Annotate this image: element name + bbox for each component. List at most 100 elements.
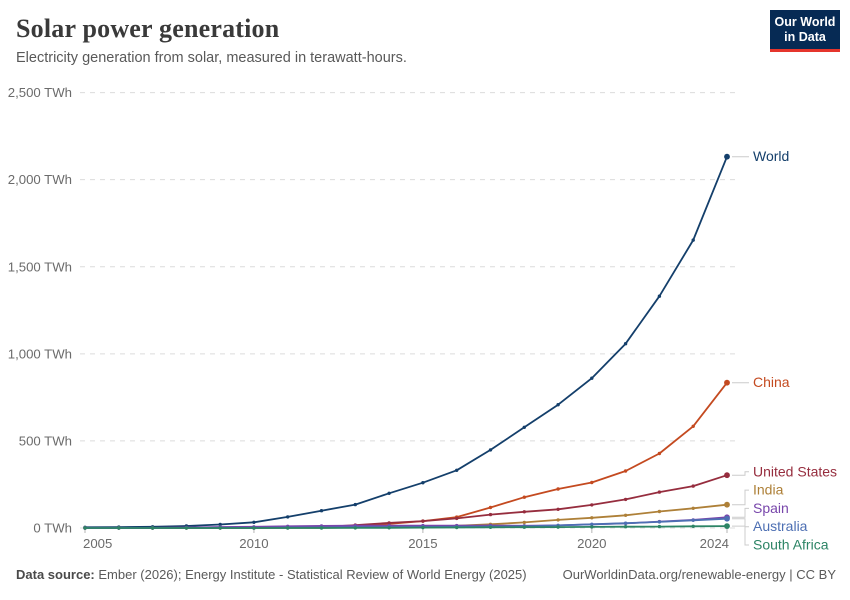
data-point-south-africa[interactable] (556, 525, 560, 529)
series-label-india[interactable]: India (753, 482, 784, 498)
page-title: Solar power generation (16, 14, 280, 43)
data-point-world[interactable] (218, 522, 222, 527)
x-axis-tick-label: 2005 (83, 536, 112, 551)
data-point-world[interactable] (353, 502, 357, 507)
data-point-world[interactable] (488, 448, 493, 452)
y-axis-tick-label: 1,500 TWh (8, 259, 72, 274)
data-point-south-africa[interactable] (522, 525, 526, 529)
series-label-spain[interactable]: Spain (753, 500, 789, 516)
data-point-china[interactable] (623, 469, 628, 473)
data-point-china[interactable] (556, 487, 560, 491)
data-point-australia[interactable] (623, 521, 628, 525)
data-source-note: Data source: Ember (2026); Energy Instit… (16, 567, 527, 582)
x-axis-tick-label: 2010 (239, 536, 268, 551)
data-point-south-africa[interactable] (691, 524, 695, 528)
series-label-south-africa[interactable]: South Africa (753, 536, 829, 552)
data-point-india[interactable] (724, 501, 730, 508)
y-axis-tick-label: 2,500 TWh (8, 85, 72, 100)
series-label-australia[interactable]: Australia (753, 518, 808, 534)
series-label-united-states[interactable]: United States (753, 463, 837, 479)
data-point-india[interactable] (691, 506, 695, 510)
data-point-united-states[interactable] (556, 507, 560, 511)
data-point-united-states[interactable] (488, 512, 493, 517)
data-point-india[interactable] (623, 513, 628, 517)
data-point-world[interactable] (319, 509, 324, 513)
owid-logo-line2: in Data (784, 30, 826, 44)
data-point-united-states[interactable] (387, 521, 391, 525)
data-point-south-africa[interactable] (83, 526, 87, 530)
data-point-south-africa[interactable] (218, 526, 222, 530)
data-point-south-africa[interactable] (421, 525, 425, 530)
data-point-australia[interactable] (590, 522, 594, 526)
data-point-south-africa[interactable] (184, 526, 189, 530)
data-point-world[interactable] (691, 238, 695, 242)
owid-logo-line1: Our World (774, 15, 836, 29)
series-line-china[interactable] (84, 381, 728, 529)
data-point-south-africa[interactable] (657, 524, 662, 529)
data-point-united-states[interactable] (421, 519, 425, 523)
data-point-australia[interactable] (691, 518, 695, 522)
data-point-world[interactable] (522, 425, 526, 429)
data-point-south-africa[interactable] (455, 525, 459, 530)
data-point-united-states[interactable] (691, 484, 695, 488)
data-point-south-africa[interactable] (724, 523, 730, 529)
data-point-south-africa[interactable] (353, 526, 357, 530)
series-label-world[interactable]: World (753, 148, 789, 164)
data-point-united-states[interactable] (522, 510, 526, 514)
series-line-south-africa[interactable] (84, 525, 728, 529)
chart-footer: Data source: Ember (2026); Energy Instit… (16, 567, 836, 582)
page-subtitle: Electricity generation from solar, measu… (16, 50, 407, 66)
data-point-china[interactable] (488, 505, 493, 510)
data-point-china[interactable] (724, 379, 730, 386)
series-label-china[interactable]: China (753, 374, 790, 390)
data-point-south-africa[interactable] (488, 525, 493, 529)
x-axis-tick-label: 2024 (700, 536, 729, 551)
series-line-world[interactable] (84, 155, 728, 529)
data-point-world[interactable] (252, 520, 256, 524)
x-axis-tick-label: 2020 (577, 536, 606, 551)
series-label-connector (732, 518, 749, 528)
data-point-china[interactable] (522, 495, 526, 499)
data-point-world[interactable] (623, 342, 628, 346)
data-point-australia[interactable] (657, 520, 662, 524)
data-point-south-africa[interactable] (286, 526, 290, 530)
data-point-south-africa[interactable] (252, 526, 256, 530)
data-point-south-africa[interactable] (623, 525, 628, 529)
series-line-united-states[interactable] (84, 474, 728, 529)
data-point-world[interactable] (286, 515, 290, 519)
data-point-australia[interactable] (724, 515, 730, 522)
data-point-india[interactable] (590, 516, 594, 520)
data-point-south-africa[interactable] (117, 526, 121, 530)
data-point-india[interactable] (522, 520, 526, 525)
data-source-label: Data source: (16, 567, 95, 582)
data-point-south-africa[interactable] (150, 526, 155, 530)
owid-url-note[interactable]: OurWorldinData.org/renewable-energy | CC… (562, 567, 836, 582)
data-point-india[interactable] (657, 509, 662, 514)
data-point-india[interactable] (556, 518, 560, 522)
data-point-world[interactable] (387, 491, 391, 495)
data-point-world[interactable] (556, 403, 560, 407)
data-point-world[interactable] (657, 294, 662, 298)
data-point-united-states[interactable] (455, 516, 459, 521)
y-axis-tick-label: 2,000 TWh (8, 172, 72, 187)
owid-logo[interactable]: Our World in Data (770, 10, 840, 52)
data-point-united-states[interactable] (590, 503, 594, 507)
data-point-south-africa[interactable] (319, 526, 324, 530)
data-point-china[interactable] (691, 424, 695, 428)
data-point-world[interactable] (421, 481, 425, 485)
data-point-united-states[interactable] (724, 472, 730, 479)
y-axis-tick-label: 1,000 TWh (8, 346, 72, 361)
data-point-china[interactable] (590, 480, 594, 485)
data-point-united-states[interactable] (657, 490, 662, 494)
series-line-india[interactable] (84, 503, 728, 529)
data-point-united-states[interactable] (623, 497, 628, 502)
y-axis-tick-label: 500 TWh (19, 433, 72, 448)
series-label-connector (732, 525, 749, 546)
data-point-south-africa[interactable] (387, 526, 391, 530)
data-point-china[interactable] (657, 451, 662, 456)
data-point-world[interactable] (590, 376, 594, 380)
data-point-world[interactable] (455, 468, 459, 472)
data-point-south-africa[interactable] (590, 525, 594, 529)
data-point-world[interactable] (724, 153, 730, 160)
x-axis-tick-label: 2015 (408, 536, 437, 551)
